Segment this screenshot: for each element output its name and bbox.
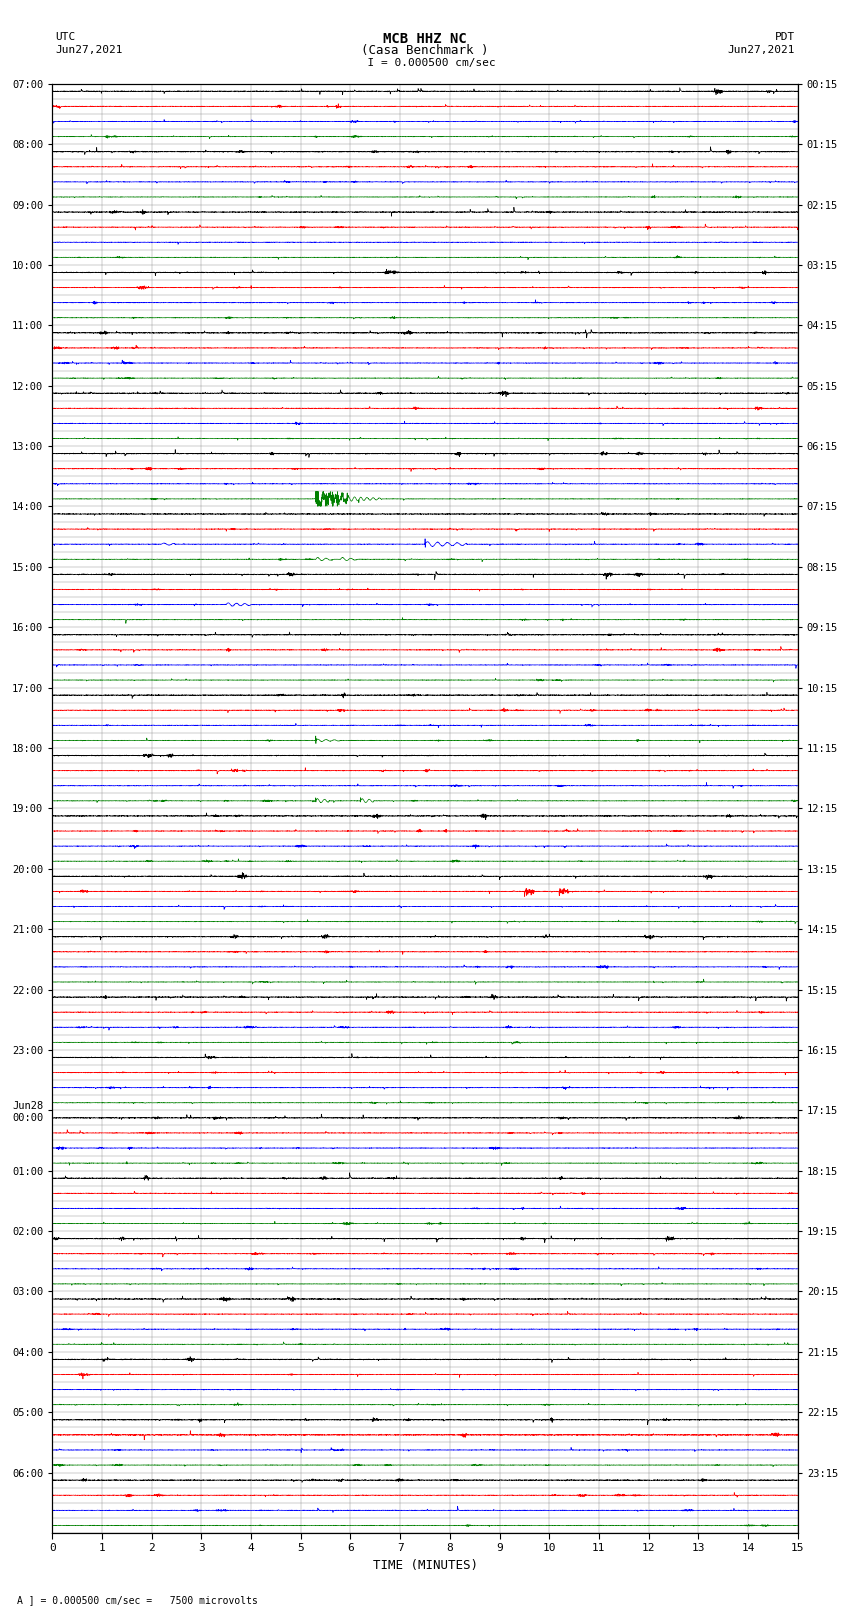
Text: (Casa Benchmark ): (Casa Benchmark ) [361, 44, 489, 56]
Text: MCB HHZ NC: MCB HHZ NC [383, 32, 467, 47]
Text: Jun27,2021: Jun27,2021 [55, 45, 122, 55]
Text: Jun27,2021: Jun27,2021 [728, 45, 795, 55]
Text: I = 0.000500 cm/sec: I = 0.000500 cm/sec [354, 58, 496, 68]
Text: PDT: PDT [774, 32, 795, 42]
Text: A ] = 0.000500 cm/sec =   7500 microvolts: A ] = 0.000500 cm/sec = 7500 microvolts [17, 1595, 258, 1605]
X-axis label: TIME (MINUTES): TIME (MINUTES) [372, 1560, 478, 1573]
Text: UTC: UTC [55, 32, 76, 42]
